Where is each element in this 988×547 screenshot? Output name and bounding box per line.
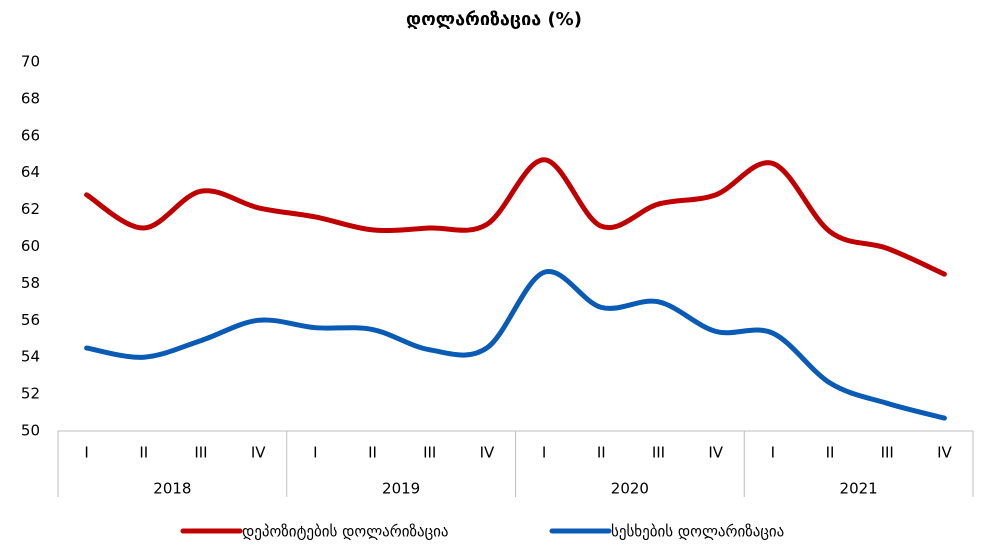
y-tick-label: 60 [21,237,40,255]
x-tick-label: I [542,444,546,462]
group-label: 2020 [611,480,649,498]
group-label: 2018 [153,480,191,498]
y-tick-label: 50 [21,422,40,440]
x-tick-label: III [423,444,436,462]
y-tick-label: 58 [21,274,40,292]
x-tick-label: III [652,444,665,462]
y-tick-label: 52 [21,385,40,403]
group-label: 2021 [840,480,878,498]
group-label: 2019 [382,480,420,498]
x-tick-label: III [194,444,207,462]
line-series [84,269,947,421]
x-tick-label: I [771,444,775,462]
x-tick-label: II [826,444,835,462]
y-tick-label: 70 [21,53,40,71]
legend-label: სესხების დოლარიზაცია [611,523,784,541]
x-tick-label: I [84,444,88,462]
x-tick-label: II [597,444,606,462]
y-tick-label: 68 [21,89,40,107]
y-tick-label: 66 [21,126,40,144]
legend-label: დეპოზიტების დოლარიზაცია [242,523,449,541]
x-tick-label: IV [480,444,495,462]
y-tick-label: 54 [21,348,40,366]
y-tick-label: 56 [21,311,40,329]
y-tick-label: 64 [21,163,40,181]
x-tick-label: III [881,444,894,462]
x-tick-label: IV [708,444,723,462]
chart-title: დოლარიზაცია (%) [406,9,582,30]
x-tick-label: IV [251,444,266,462]
x-tick-label: II [139,444,148,462]
y-tick-label: 62 [21,200,40,218]
x-tick-label: IV [937,444,952,462]
line-series [84,157,947,277]
x-tick-label: I [313,444,317,462]
x-tick-label: II [368,444,377,462]
